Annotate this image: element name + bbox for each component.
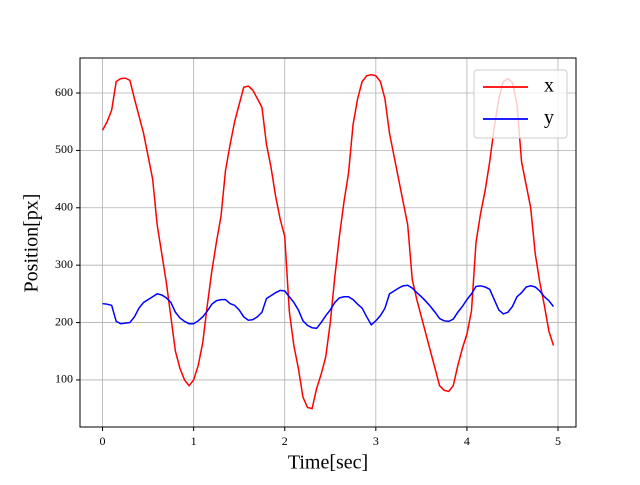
x-tick-label: 5: [555, 434, 561, 448]
y-tick-label: 500: [55, 142, 73, 156]
y-tick-label: 100: [55, 372, 73, 386]
x-axis-label: Time[sec]: [288, 452, 368, 474]
y-tick-label: 400: [55, 200, 73, 214]
legend-label: x: [544, 75, 554, 97]
x-tick-label: 4: [464, 434, 470, 448]
y-tick-label: 300: [55, 257, 73, 271]
line: [102, 284, 555, 330]
y-tick-label: 200: [55, 314, 73, 328]
plot-frame: [79, 57, 577, 428]
legend: xy: [473, 69, 568, 139]
x-tick-label: 2: [282, 434, 288, 448]
line: [101, 73, 555, 410]
x-tick-label: 3: [373, 434, 379, 448]
x-tick-label: 1: [191, 434, 197, 448]
legend-label: y: [544, 107, 554, 129]
y-tick-label: 600: [55, 85, 73, 99]
x-tick-label: 0: [100, 434, 106, 448]
y-axis-label: Position[px]: [21, 194, 43, 293]
